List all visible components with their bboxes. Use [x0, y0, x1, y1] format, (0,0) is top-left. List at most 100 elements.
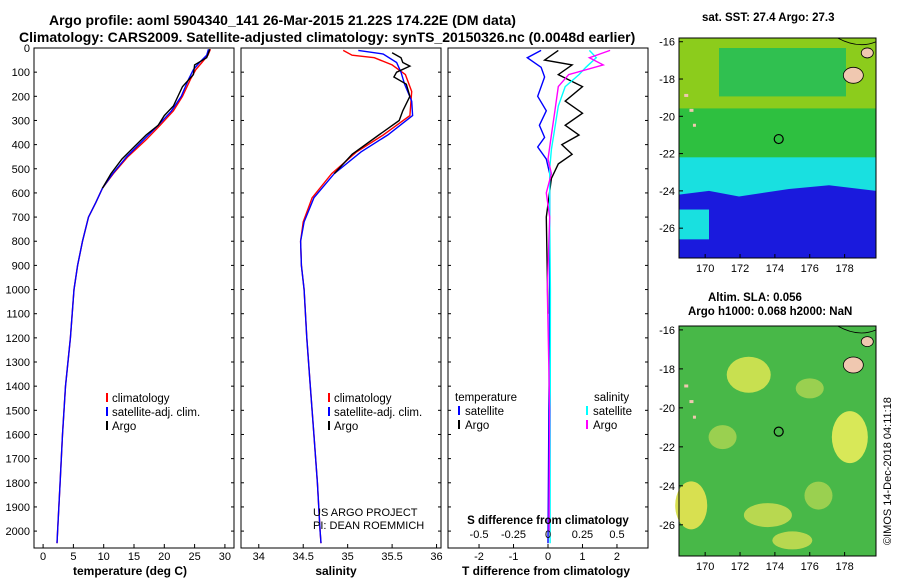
sst-map-reef-contour [837, 37, 877, 46]
sst-map-xtick-label: 178 [835, 263, 853, 275]
temperature-ytick-label: 200 [12, 91, 30, 103]
temperature-profile-legend-label: climatology [112, 393, 170, 405]
temperature-ytick-label: 900 [12, 260, 30, 272]
temperature-ytick-label: 300 [12, 115, 30, 127]
temperature-ytick-label: 1500 [6, 405, 30, 417]
temperature-profile-xtick-label: 25 [188, 551, 200, 563]
salinity-difference-tick-label: 0.5 [609, 529, 624, 541]
temperature-ytick-label: 1800 [6, 478, 30, 490]
sst-map-mid-band [719, 48, 846, 97]
difference-xlabel: T difference from climatology [462, 564, 630, 578]
temperature-ytick-label: 1000 [6, 285, 30, 297]
sla-map-sla-anomaly [726, 356, 771, 393]
sst-map-cold-band [679, 185, 876, 258]
salinity-xlabel: salinity [315, 564, 357, 578]
temperature-ytick-label: 400 [12, 140, 30, 152]
temperature-ytick-label: 800 [12, 236, 30, 248]
sst-map-fiji-island [842, 66, 864, 84]
imos-watermark: ©IMOS 14-Dec-2018 04:11:18 [882, 397, 894, 545]
temperature-profile-xtick-label: 10 [98, 551, 110, 563]
sla-map-xtick-label: 174 [766, 561, 784, 573]
salinity-profile-xtick-label: 35.5 [381, 551, 402, 563]
sst-map-frame [678, 37, 877, 259]
legend-salinity-title: salinity [594, 392, 629, 404]
sla-map-sla-anomaly [772, 531, 813, 550]
salinity-profile-frame [240, 47, 442, 549]
temperature-ytick-label: 600 [12, 188, 30, 200]
difference-profile-series-temperature-argo [542, 49, 584, 314]
temperature-ytick-label: 1400 [6, 381, 30, 393]
salinity-profile-legend-label: satellite-adj. clim. [334, 407, 422, 419]
sst-map-ytick-label: -24 [659, 186, 675, 198]
sla-map-title-line2: Argo h1000: 0.068 h2000: NaN [688, 306, 853, 318]
sla-map-xtick-label: 178 [835, 561, 853, 573]
temperature-ytick-label: 1900 [6, 502, 30, 514]
salinity-profile-xtick-label: 34 [253, 551, 265, 563]
temperature-ytick-label: 500 [12, 164, 30, 176]
temperature-ytick-label: 2000 [6, 526, 30, 538]
temperature-profile-xtick-label: 15 [128, 551, 140, 563]
sla-map-sla-anomaly [804, 481, 833, 510]
temperature-ytick-label: 1700 [6, 454, 30, 466]
salinity-profile-series-satellite-adj-clim- [299, 49, 414, 544]
temperature-profile-xtick-label: 0 [40, 551, 46, 563]
sst-map-small-island [689, 108, 694, 112]
sst-map-small-island [684, 93, 689, 97]
argo-pi-credit: PI: DEAN ROEMMICH [313, 520, 424, 532]
temperature-legend-label: satellite [465, 406, 504, 418]
salinity-profile-legend-label: climatology [334, 393, 392, 405]
legend-temperature-title: temperature [455, 392, 517, 404]
salinity-legend-label: satellite [593, 406, 632, 418]
sla-map-ytick-label: -24 [659, 481, 675, 493]
sla-map-fiji-island [842, 356, 864, 374]
difference-profile-xtick-label: 2 [614, 551, 620, 563]
sla-map-frame [678, 325, 877, 557]
sla-map-xtick-label: 176 [801, 561, 819, 573]
sla-map-sla-anomaly [708, 425, 737, 450]
temperature-profile-xtick-label: 5 [70, 551, 76, 563]
sla-map-sla-anomaly [743, 503, 792, 528]
sla-map-small-island [689, 400, 694, 404]
sst-map-ytick-label: -26 [659, 223, 675, 235]
salinity-difference-tick-label: -0.5 [470, 529, 489, 541]
difference-profile-xtick-label: 1 [579, 551, 585, 563]
temperature-ytick-label: 0 [24, 43, 30, 55]
sla-map-title-line1: Altim. SLA: 0.056 [708, 292, 802, 304]
sst-map-small-island [692, 123, 696, 127]
sla-map-vanua-levu-island [860, 336, 874, 347]
salinity-difference-tick-label: 0 [545, 529, 551, 541]
difference-profile-xtick-label: 0 [545, 551, 551, 563]
chart-title-line2: Climatology: CARS2009. Satellite-adjuste… [19, 29, 636, 45]
temperature-ytick-label: 1300 [6, 357, 30, 369]
sst-map-xtick-label: 170 [696, 263, 714, 275]
salinity-difference-tick-label: -0.25 [501, 529, 526, 541]
temperature-profile-legend-label: satellite-adj. clim. [112, 407, 200, 419]
temperature-legend-label: Argo [465, 420, 489, 432]
temperature-ytick-label: 1600 [6, 429, 30, 441]
sla-map-xtick-label: 172 [731, 561, 749, 573]
sst-map-ytick-label: -20 [659, 111, 675, 123]
salinity-profile-series-argo [333, 52, 412, 175]
sst-map-xtick-label: 172 [731, 263, 749, 275]
sst-map-argo-location-marker [773, 133, 784, 145]
sst-map-title: sat. SST: 27.4 Argo: 27.3 [702, 12, 835, 24]
sst-map-cool-patch [679, 209, 709, 240]
sla-map-reef-contour [837, 325, 877, 334]
sla-map-ytick-label: -18 [659, 364, 675, 376]
salinity-profile-xtick-label: 35 [342, 551, 354, 563]
sla-map-sla-anomaly [675, 481, 708, 530]
sst-map-xtick-label: 176 [801, 263, 819, 275]
difference-profile-xtick-label: -1 [509, 551, 519, 563]
salinity-profile-xtick-label: 36 [430, 551, 442, 563]
argo-project-credit: US ARGO PROJECT [313, 507, 418, 519]
sla-map-argo-location-marker [773, 426, 784, 437]
temperature-xlabel: temperature (deg C) [73, 564, 187, 578]
sla-map-xtick-label: 170 [696, 561, 714, 573]
sla-map-ytick-label: -16 [659, 325, 675, 337]
sla-map-sla-anomaly [795, 378, 824, 399]
salinity-profile-xtick-label: 34.5 [293, 551, 314, 563]
sla-map-ytick-label: -20 [659, 403, 675, 415]
temperature-ytick-label: 1100 [6, 309, 30, 321]
difference-profile-xtick-label: -2 [474, 551, 484, 563]
